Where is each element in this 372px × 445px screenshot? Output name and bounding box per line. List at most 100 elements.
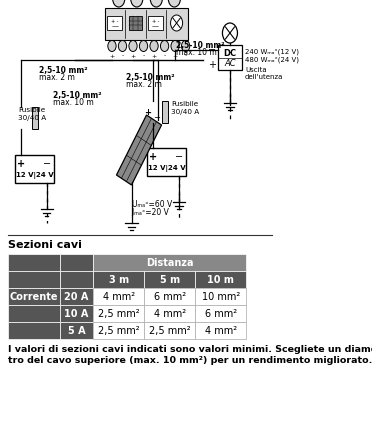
Text: +: + xyxy=(131,53,136,58)
Circle shape xyxy=(182,40,190,52)
Bar xyxy=(144,271,195,288)
Text: +: + xyxy=(17,159,25,169)
Text: 4 mm²: 4 mm² xyxy=(103,291,135,302)
Text: +: + xyxy=(144,108,151,117)
Circle shape xyxy=(108,40,116,52)
Text: −: − xyxy=(208,45,216,55)
Bar xyxy=(15,155,54,183)
Text: max. 2 m: max. 2 m xyxy=(126,80,162,89)
Text: +: + xyxy=(173,53,178,58)
Text: 2,5-10 mm²: 2,5-10 mm² xyxy=(176,41,224,50)
Bar xyxy=(60,305,93,322)
Text: −: − xyxy=(154,113,161,122)
Text: —: — xyxy=(152,23,159,29)
Text: 6 mm²: 6 mm² xyxy=(154,291,186,302)
Text: 6 mm²: 6 mm² xyxy=(205,308,237,319)
Text: 12 V|24 V: 12 V|24 V xyxy=(16,171,53,178)
Text: Sezioni cavi: Sezioni cavi xyxy=(7,240,81,250)
Bar xyxy=(93,288,144,305)
Text: 2,5 mm²: 2,5 mm² xyxy=(149,325,190,336)
Text: 2,5 mm²: 2,5 mm² xyxy=(98,325,140,336)
Text: 480 Wₘₐˣ(24 V): 480 Wₘₐˣ(24 V) xyxy=(245,56,299,62)
Bar xyxy=(7,254,60,271)
Bar xyxy=(108,16,122,30)
Circle shape xyxy=(150,0,162,7)
Text: DC: DC xyxy=(224,49,237,57)
Bar xyxy=(93,254,247,271)
Circle shape xyxy=(150,40,158,52)
Text: 5 A: 5 A xyxy=(68,325,86,336)
Text: max. 10 m: max. 10 m xyxy=(176,48,217,57)
Bar xyxy=(144,305,195,322)
Text: 2,5-10 mm²: 2,5-10 mm² xyxy=(52,91,101,100)
Bar xyxy=(7,322,60,339)
Bar xyxy=(195,322,247,339)
Circle shape xyxy=(169,0,180,7)
Text: 10 A: 10 A xyxy=(64,308,89,319)
Text: Distanza: Distanza xyxy=(146,258,193,267)
Bar xyxy=(7,271,60,288)
Bar xyxy=(93,271,144,288)
Text: 30/40 A: 30/40 A xyxy=(18,115,46,121)
Text: tro del cavo superiore (max. 10 mm²) per un rendimento migliorato.: tro del cavo superiore (max. 10 mm²) per… xyxy=(7,356,372,365)
Text: 2,5-10 mm²: 2,5-10 mm² xyxy=(39,66,88,75)
Bar xyxy=(60,271,93,288)
Circle shape xyxy=(160,40,169,52)
Text: 30/40 A: 30/40 A xyxy=(171,109,200,115)
Text: + -: + - xyxy=(152,19,159,24)
Text: -: - xyxy=(121,53,124,58)
Bar xyxy=(60,254,93,271)
Text: 4 mm²: 4 mm² xyxy=(154,308,186,319)
Text: -: - xyxy=(163,53,166,58)
Bar xyxy=(162,101,169,123)
Text: 10 m: 10 m xyxy=(208,275,234,284)
Bar xyxy=(147,148,186,176)
Bar xyxy=(93,305,144,322)
Bar xyxy=(60,288,93,305)
Circle shape xyxy=(113,0,125,7)
Circle shape xyxy=(131,0,143,7)
Text: 5 m: 5 m xyxy=(160,275,180,284)
Circle shape xyxy=(171,40,179,52)
Text: 3 m: 3 m xyxy=(109,275,129,284)
Bar xyxy=(195,288,247,305)
Bar xyxy=(7,288,60,305)
Bar xyxy=(195,271,247,288)
Circle shape xyxy=(118,40,126,52)
Bar xyxy=(144,288,195,305)
Text: 4 mm²: 4 mm² xyxy=(205,325,237,336)
Text: -: - xyxy=(142,53,145,58)
Text: +: + xyxy=(109,53,115,58)
Bar xyxy=(144,322,195,339)
Text: —: — xyxy=(112,23,118,29)
Bar xyxy=(105,8,188,40)
Circle shape xyxy=(171,15,183,31)
Text: 12 V|24 V: 12 V|24 V xyxy=(148,165,186,171)
Bar xyxy=(148,16,163,30)
Text: Fusibile: Fusibile xyxy=(171,101,199,107)
Text: +: + xyxy=(149,152,157,162)
Text: max. 2 m: max. 2 m xyxy=(39,73,75,82)
Text: I valori di sezioni cavi indicati sono valori minimi. Scegliete un diame-: I valori di sezioni cavi indicati sono v… xyxy=(7,345,372,354)
Text: +: + xyxy=(208,60,216,70)
Bar xyxy=(32,107,38,129)
Text: 20 A: 20 A xyxy=(64,291,89,302)
Text: Uscita: Uscita xyxy=(245,67,267,73)
Text: Uₘₐˣ=60 V: Uₘₐˣ=60 V xyxy=(132,200,172,209)
Text: −: − xyxy=(42,159,51,169)
Text: + -: + - xyxy=(111,19,119,24)
Circle shape xyxy=(129,40,137,52)
Text: Corrente: Corrente xyxy=(10,291,58,302)
Text: Fusibile: Fusibile xyxy=(18,107,45,113)
Text: 2,5 mm²: 2,5 mm² xyxy=(98,308,140,319)
Bar xyxy=(195,305,247,322)
Bar xyxy=(60,322,93,339)
Circle shape xyxy=(222,23,237,43)
Bar xyxy=(218,45,242,70)
Text: -: - xyxy=(185,53,187,58)
Text: AC: AC xyxy=(224,58,236,68)
Text: max. 10 m: max. 10 m xyxy=(52,98,93,107)
Bar xyxy=(93,322,144,339)
Text: 2,5-10 mm²: 2,5-10 mm² xyxy=(126,73,175,82)
Text: Iₘₐˣ=20 V: Iₘₐˣ=20 V xyxy=(132,208,169,217)
